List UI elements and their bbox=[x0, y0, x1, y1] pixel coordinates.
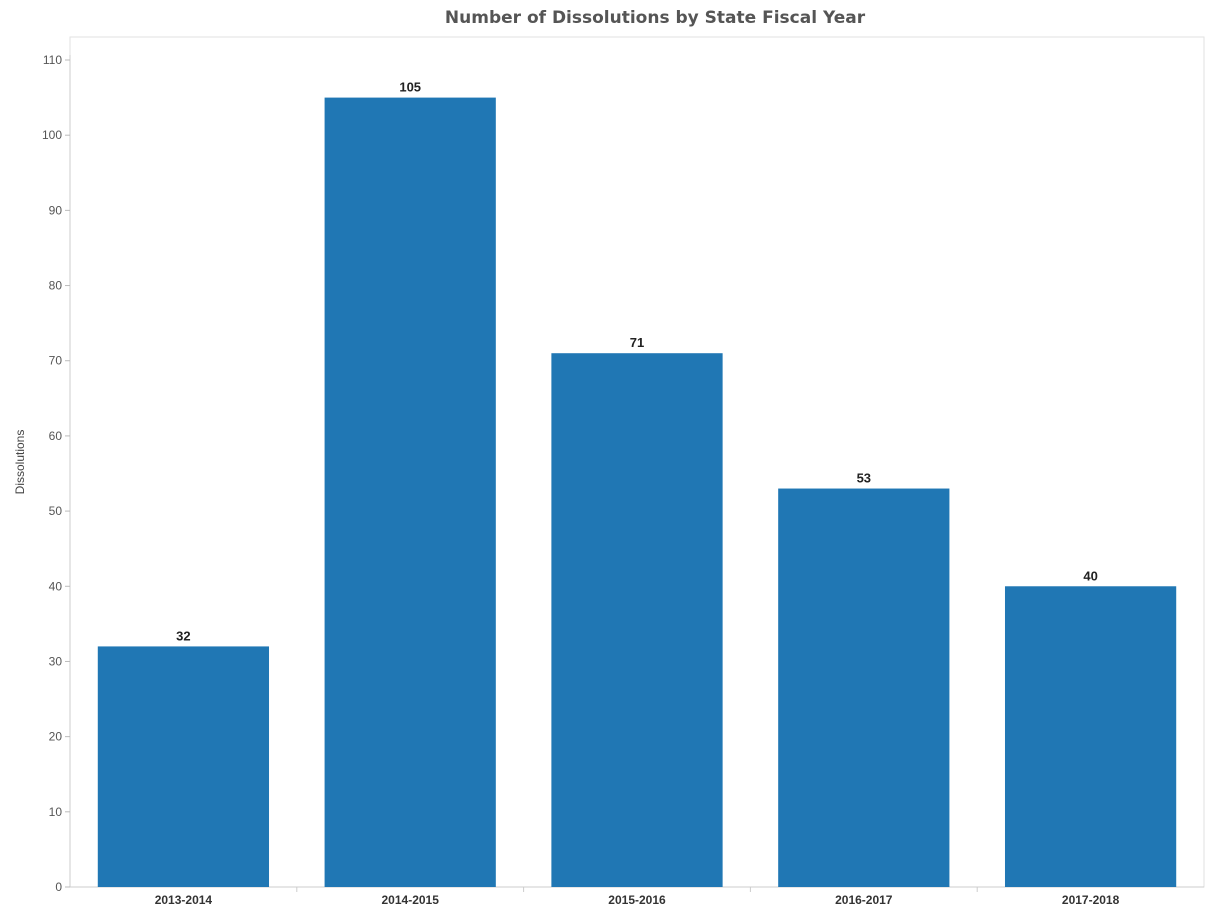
data-label: 40 bbox=[1083, 568, 1097, 583]
y-tick-label: 90 bbox=[49, 203, 63, 217]
chart-title: Number of Dissolutions by State Fiscal Y… bbox=[444, 8, 866, 28]
x-tick-label: 2015-2016 bbox=[608, 893, 666, 907]
y-tick-label: 60 bbox=[49, 429, 63, 443]
x-tick-label: 2017-2018 bbox=[1062, 893, 1120, 907]
y-tick-label: 100 bbox=[42, 128, 62, 142]
y-tick-label: 70 bbox=[49, 354, 63, 368]
data-label: 105 bbox=[399, 80, 421, 95]
bar-2014-2015 bbox=[324, 97, 496, 887]
y-tick-label: 110 bbox=[43, 53, 62, 67]
y-tick-label: 0 bbox=[55, 880, 62, 894]
bar-2015-2016 bbox=[551, 353, 723, 887]
y-tick-label: 20 bbox=[49, 730, 63, 744]
y-tick-label: 80 bbox=[49, 279, 63, 293]
data-label: 32 bbox=[176, 628, 190, 643]
bar-2016-2017 bbox=[778, 488, 950, 887]
y-tick-label: 10 bbox=[49, 805, 63, 819]
x-axis: 2013-2014 2014-2015 2015-2016 2016-2017 2017… bbox=[70, 886, 1204, 907]
y-tick-label: 50 bbox=[49, 504, 63, 518]
x-tick-label: 2014-2015 bbox=[382, 893, 440, 907]
x-tick-label: 2016-2017 bbox=[835, 893, 893, 907]
bar-2013-2014 bbox=[97, 646, 270, 887]
data-label: 71 bbox=[630, 335, 644, 350]
x-tick-label: 2013-2014 bbox=[155, 893, 213, 907]
data-label: 53 bbox=[857, 471, 871, 486]
y-tick-label: 30 bbox=[49, 654, 63, 668]
y-tick-label: 40 bbox=[49, 579, 63, 593]
y-axis-title: Dissolutions bbox=[13, 430, 27, 495]
bar-2017-2018 bbox=[1004, 586, 1177, 887]
y-axis: 0 10 20 30 40 50 60 70 80 90 100 110 bbox=[42, 53, 71, 894]
bars: 32 105 71 53 40 bbox=[97, 80, 1177, 887]
